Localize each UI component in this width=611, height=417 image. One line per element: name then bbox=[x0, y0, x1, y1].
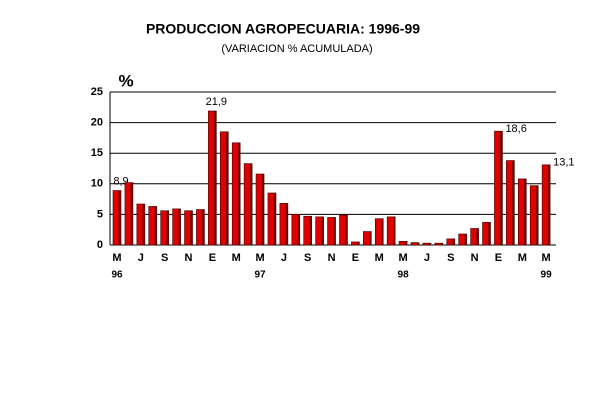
x-tick-label: E bbox=[352, 252, 359, 264]
year-label: 97 bbox=[254, 270, 266, 281]
bar bbox=[219, 131, 229, 246]
bar bbox=[148, 206, 158, 246]
bar bbox=[494, 130, 503, 246]
bar bbox=[446, 238, 456, 246]
x-tick-label: N bbox=[185, 252, 193, 264]
x-tick-label: M bbox=[398, 252, 407, 264]
bar bbox=[458, 233, 467, 246]
bar bbox=[303, 215, 313, 246]
bar bbox=[374, 218, 384, 246]
bar bbox=[196, 209, 205, 246]
x-tick-label: S bbox=[304, 252, 311, 264]
x-tick-label: S bbox=[161, 252, 168, 264]
bar bbox=[529, 185, 539, 246]
x-tick-label: E bbox=[209, 252, 216, 264]
bar bbox=[470, 228, 479, 246]
bar bbox=[410, 242, 420, 246]
x-tick-label: M bbox=[518, 252, 527, 264]
x-tick-label: M bbox=[375, 252, 384, 264]
year-label: 98 bbox=[398, 270, 410, 281]
year-label: 99 bbox=[541, 270, 553, 281]
y-tick-label: 20 bbox=[91, 117, 103, 129]
y-tick-label: 15 bbox=[91, 147, 103, 159]
bar bbox=[243, 163, 253, 246]
bar bbox=[124, 182, 134, 246]
y-tick-label: 5 bbox=[97, 208, 103, 220]
bar bbox=[291, 214, 301, 246]
y-tick-label: 10 bbox=[91, 178, 103, 190]
x-tick-label: N bbox=[328, 252, 336, 264]
x-tick-label: N bbox=[471, 252, 479, 264]
x-tick-label: J bbox=[424, 252, 430, 264]
bar bbox=[267, 192, 277, 246]
x-tick-label: E bbox=[495, 252, 502, 264]
bar bbox=[541, 164, 551, 246]
bar bbox=[184, 210, 193, 246]
bar bbox=[136, 203, 146, 246]
x-tick-label: M bbox=[255, 252, 264, 264]
bar bbox=[160, 210, 169, 246]
bar bbox=[434, 242, 444, 246]
x-tick-label: S bbox=[447, 252, 454, 264]
year-label: 96 bbox=[111, 270, 123, 281]
bar bbox=[339, 214, 348, 246]
x-tick-label: M bbox=[232, 252, 241, 264]
chart-subtitle: (VARIACION % ACUMULADA) bbox=[221, 43, 372, 55]
value-label: 18,6 bbox=[505, 123, 526, 135]
value-label: 21,9 bbox=[206, 96, 227, 108]
bar bbox=[208, 110, 217, 246]
bar bbox=[422, 242, 432, 246]
bar bbox=[231, 142, 241, 246]
bar bbox=[386, 216, 396, 246]
bar bbox=[351, 241, 360, 246]
x-tick-label: M bbox=[112, 252, 121, 264]
bar bbox=[398, 241, 408, 246]
bar bbox=[279, 203, 289, 246]
bar bbox=[506, 160, 515, 246]
y-tick-label: 25 bbox=[91, 86, 103, 98]
bar bbox=[482, 222, 491, 246]
bar bbox=[315, 216, 324, 246]
bar bbox=[327, 217, 336, 246]
y-axis-label: % bbox=[118, 71, 133, 90]
bar bbox=[172, 208, 181, 246]
bar bbox=[255, 173, 265, 246]
bar bbox=[517, 178, 527, 246]
x-tick-label: J bbox=[281, 252, 287, 264]
x-tick-label: J bbox=[138, 252, 144, 264]
value-label: 13,1 bbox=[553, 157, 574, 169]
y-tick-label: 0 bbox=[97, 239, 103, 251]
bar bbox=[112, 190, 122, 246]
chart-title: PRODUCCION AGROPECUARIA: 1996-99 bbox=[146, 21, 420, 37]
x-tick-label: M bbox=[542, 252, 551, 264]
bar bbox=[363, 231, 372, 246]
